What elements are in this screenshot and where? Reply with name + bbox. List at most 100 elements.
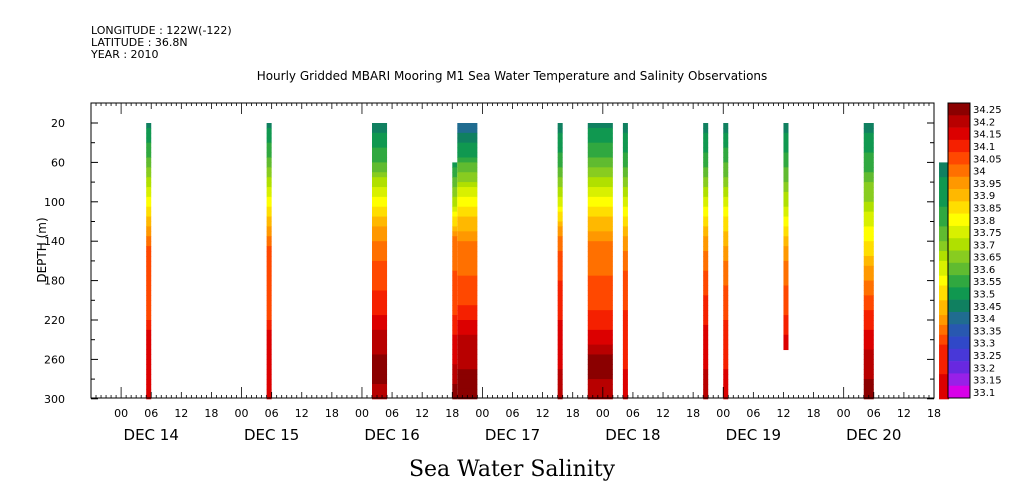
salinity-cell [863,191,874,198]
salinity-cell [723,167,729,173]
salinity-cell [622,201,628,208]
salinity-cell [557,196,563,203]
salinity-cell [457,290,478,296]
salinity-cell [783,187,789,193]
salinity-cell [146,231,152,237]
salinity-cell [372,132,388,139]
salinity-cell [146,201,152,208]
colorbar-label: 33.1 [973,388,995,399]
salinity-cell [457,285,478,291]
salinity-cell [457,127,478,134]
salinity-cell [939,280,950,287]
salinity-cell [266,315,272,321]
salinity-cell [457,280,478,287]
salinity-cell [939,324,950,331]
salinity-cell [457,379,478,385]
salinity-cell [557,374,563,380]
salinity-cell [723,384,729,390]
salinity-cell [146,216,152,222]
salinity-cell [452,246,458,252]
colorbar-swatch [948,324,970,337]
salinity-cell [266,246,272,252]
salinity-cell [557,221,563,227]
salinity-cell [452,320,458,326]
salinity-cell [452,216,458,222]
salinity-cell [452,354,458,360]
x-hour-label: 06 [506,407,520,420]
salinity-cell [939,339,950,346]
salinity-cell [146,251,152,257]
salinity-cell [587,157,613,163]
salinity-cell [622,270,628,277]
salinity-cell [939,260,950,267]
salinity-cell [452,226,458,232]
salinity-cell [723,221,729,227]
salinity-cell [587,221,613,227]
salinity-cell [266,255,272,262]
salinity-cell [723,265,729,272]
salinity-cell [703,285,709,291]
salinity-cell [622,290,628,296]
salinity-cell [863,132,874,139]
salinity-cell [557,216,563,222]
salinity-cell [863,280,874,287]
salinity-cell [452,300,458,306]
salinity-cell [703,359,709,365]
salinity-cell [452,265,458,272]
salinity-cell [457,369,478,375]
salinity-cell [266,265,272,272]
salinity-cell [587,127,613,134]
salinity-cell [372,255,388,262]
salinity-cell [372,369,388,375]
salinity-cell [703,334,709,341]
salinity-cell [587,187,613,193]
salinity-cell [783,231,789,237]
salinity-cell [863,231,874,237]
longitude-label: LONGITUDE : 122W(-122) [91,24,232,37]
salinity-cell [457,177,478,183]
salinity-cell [622,251,628,257]
salinity-cell [372,349,388,355]
salinity-cell [266,187,272,193]
salinity-cell [723,231,729,237]
x-day-label: DEC 17 [485,426,540,444]
salinity-cell [703,324,709,331]
salinity-cell [622,324,628,331]
salinity-cell [622,221,628,227]
salinity-cell [457,320,478,326]
salinity-cell [783,206,789,213]
salinity-cell [622,280,628,287]
salinity-cell [622,187,628,193]
salinity-cell [622,142,628,149]
salinity-cell [557,132,563,139]
salinity-cell [146,241,152,247]
salinity-cell [457,251,478,257]
colorbar-label: 33.45 [973,302,1002,313]
salinity-cell [939,236,950,242]
salinity-cell [557,137,563,144]
salinity-cell [146,132,152,139]
salinity-cell [783,285,789,291]
salinity-cell [452,211,458,218]
salinity-cell [703,364,709,370]
colorbar-swatch [948,213,970,227]
colorbar-swatch [948,348,970,362]
salinity-cell [703,152,709,158]
salinity-cell [939,364,950,370]
salinity-cell [452,241,458,247]
salinity-cell [266,221,272,227]
salinity-cell [372,388,388,395]
salinity-cell [146,221,152,227]
salinity-cell [452,201,458,208]
salinity-cell [372,265,388,272]
salinity-cell [703,157,709,163]
salinity-cell [146,334,152,341]
salinity-cell [146,379,152,385]
salinity-cell [452,329,458,336]
salinity-cell [457,364,478,370]
salinity-cell [783,123,789,129]
salinity-cell [622,310,628,316]
salinity-cell [939,246,950,252]
x-hour-label: 06 [385,407,399,420]
salinity-cell [939,349,950,355]
